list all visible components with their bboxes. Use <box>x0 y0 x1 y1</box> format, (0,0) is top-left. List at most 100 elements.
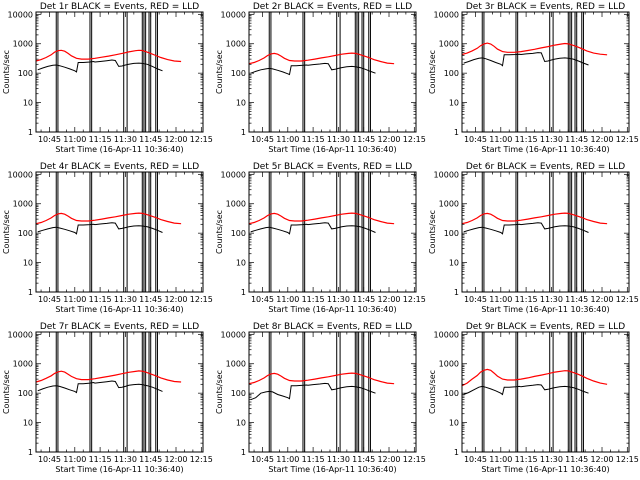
x-tick-label: 12:00 <box>590 295 613 304</box>
x-tick-label: 12:15 <box>403 295 426 304</box>
x-axis-label: Start Time (16-Apr-11 10:36:40) <box>481 145 609 154</box>
x-tick-label: 11:30 <box>327 295 350 304</box>
y-tick-label: 1 <box>241 288 246 297</box>
plot-frame <box>35 331 204 453</box>
x-tick-label: 11:45 <box>565 135 588 144</box>
x-tick-label: 12:15 <box>616 295 639 304</box>
y-axis-label: Counts/sec <box>428 370 437 414</box>
events-line <box>250 382 376 401</box>
x-tick-label: 11:45 <box>139 295 162 304</box>
x-tick-label: 10:45 <box>464 135 487 144</box>
plot-frame <box>248 11 417 133</box>
y-tick-label: 10000 <box>434 170 459 179</box>
y-tick-label: 1 <box>28 288 33 297</box>
x-tick-label: 11:30 <box>114 295 137 304</box>
x-tick-label: 11:30 <box>540 135 563 144</box>
lld-line <box>461 42 608 56</box>
x-tick-label: 11:45 <box>565 295 588 304</box>
y-tick-label: 10000 <box>434 10 459 19</box>
y-axis-label: Counts/sec <box>428 50 437 94</box>
gap-lines <box>55 172 158 292</box>
panel-det-4: 1 10 100 1000 10000 10:45 11:00 11:15 11:30 11:45… <box>2 162 213 314</box>
x-tick-label: 11:15 <box>89 295 112 304</box>
events-line <box>463 384 589 396</box>
plot-frame <box>248 331 417 453</box>
x-axis-label: Start Time (16-Apr-11 10:36:40) <box>268 465 396 474</box>
x-tick-label: 11:30 <box>327 135 350 144</box>
y-axis-label: Counts/sec <box>2 210 11 254</box>
x-tick-label: 11:15 <box>515 455 538 464</box>
y-tick-label: 10000 <box>221 170 246 179</box>
x-tick-label: 11:45 <box>352 455 375 464</box>
y-tick-label: 1000 <box>226 360 246 369</box>
x-tick-label: 11:15 <box>89 135 112 144</box>
lld-line <box>35 370 182 383</box>
x-tick-label: 12:15 <box>616 455 639 464</box>
y-tick-label: 100 <box>231 389 246 398</box>
y-tick-label: 10000 <box>434 330 459 339</box>
panel-det-2: 1 10 100 1000 10000 10:45 11:00 11:15 11:30 11:45… <box>215 2 426 154</box>
x-tick-label: 10:45 <box>251 295 274 304</box>
x-tick-label: 11:15 <box>89 455 112 464</box>
lld-line <box>248 52 395 65</box>
y-tick-label: 1000 <box>13 40 33 49</box>
x-tick-label: 11:15 <box>515 295 538 304</box>
gap-lines <box>268 172 371 292</box>
plot-frame <box>461 11 630 133</box>
panel-title: Det 5r BLACK = Events, RED = LLD <box>253 162 412 172</box>
gap-lines <box>481 12 584 132</box>
panel-title: Det 1r BLACK = Events, RED = LLD <box>40 2 199 12</box>
x-tick-label: 12:00 <box>590 135 613 144</box>
y-tick-label: 10000 <box>221 10 246 19</box>
plot-frame <box>461 331 630 453</box>
x-tick-label: 11:45 <box>565 455 588 464</box>
x-tick-label: 10:45 <box>38 295 61 304</box>
x-tick-label: 12:15 <box>616 135 639 144</box>
plot-frame <box>248 171 417 293</box>
y-tick-label: 1000 <box>226 40 246 49</box>
y-tick-label: 10 <box>236 99 246 108</box>
y-tick-label: 10 <box>23 99 33 108</box>
lld-line <box>461 212 608 225</box>
panel-title: Det 9r BLACK = Events, RED = LLD <box>466 322 625 332</box>
x-axis-label: Start Time (16-Apr-11 10:36:40) <box>55 465 183 474</box>
panel-det-5: 1 10 100 1000 10000 10:45 11:00 11:15 11:30 11:45… <box>215 162 426 314</box>
y-axis-label: Counts/sec <box>2 50 11 94</box>
x-tick-label: 11:00 <box>276 295 299 304</box>
y-tick-label: 1000 <box>439 40 459 49</box>
events-line <box>37 380 163 394</box>
x-tick-label: 11:00 <box>63 295 86 304</box>
x-axis-label: Start Time (16-Apr-11 10:36:40) <box>268 305 396 314</box>
panel-title: Det 4r BLACK = Events, RED = LLD <box>40 162 199 172</box>
panel-title: Det 7r BLACK = Events, RED = LLD <box>40 322 199 332</box>
y-tick-label: 10 <box>23 259 33 268</box>
y-tick-label: 100 <box>18 389 33 398</box>
y-tick-label: 100 <box>444 229 459 238</box>
y-tick-label: 1000 <box>226 200 246 209</box>
x-tick-label: 11:15 <box>515 135 538 144</box>
lld-line <box>35 212 182 225</box>
y-tick-label: 100 <box>444 69 459 78</box>
y-tick-label: 1 <box>454 128 459 137</box>
x-tick-label: 11:45 <box>352 295 375 304</box>
y-tick-label: 100 <box>231 69 246 78</box>
x-tick-label: 11:15 <box>302 455 325 464</box>
y-tick-label: 10000 <box>221 330 246 339</box>
events-line <box>250 222 376 235</box>
lld-line <box>461 368 608 387</box>
y-tick-label: 10000 <box>8 170 33 179</box>
x-tick-label: 11:45 <box>139 135 162 144</box>
events-line <box>250 62 376 76</box>
x-tick-label: 12:00 <box>377 295 400 304</box>
y-axis-label: Counts/sec <box>215 210 224 254</box>
x-tick-label: 10:45 <box>251 135 274 144</box>
x-tick-label: 12:15 <box>403 135 426 144</box>
y-axis-label: Counts/sec <box>2 370 11 414</box>
x-axis-label: Start Time (16-Apr-11 10:36:40) <box>55 145 183 154</box>
plot-frame <box>461 171 630 293</box>
x-tick-label: 11:00 <box>276 135 299 144</box>
gap-lines <box>55 332 158 452</box>
y-axis-label: Counts/sec <box>215 370 224 414</box>
x-axis-label: Start Time (16-Apr-11 10:36:40) <box>268 145 396 154</box>
